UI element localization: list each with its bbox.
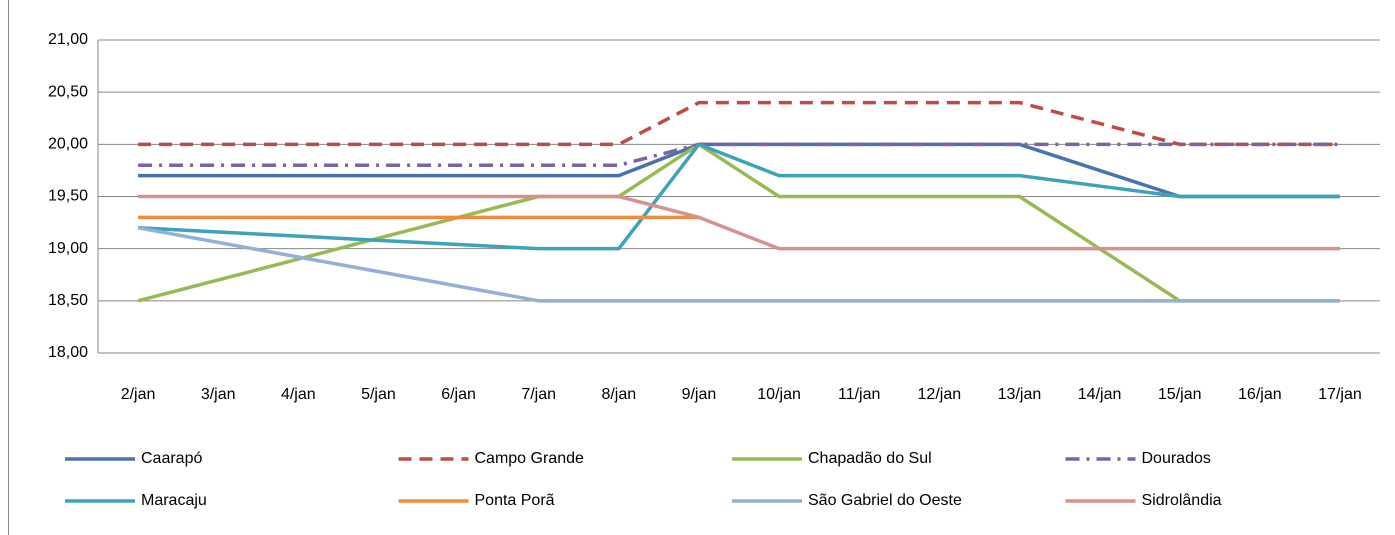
- x-tick-label: 3/jan: [201, 386, 236, 403]
- x-tick-label: 13/jan: [998, 386, 1042, 403]
- series-line: [138, 100, 1340, 147]
- legend-label: Dourados: [1142, 450, 1211, 467]
- y-tick-label: 19,50: [48, 188, 88, 205]
- series-line: [137, 142, 1340, 303]
- series-line: [138, 142, 1340, 199]
- x-tick-label: 12/jan: [918, 386, 962, 403]
- x-tick-label: 9/jan: [682, 386, 717, 403]
- x-tick-label: 6/jan: [441, 386, 476, 403]
- x-tick-label: 10/jan: [757, 386, 801, 403]
- x-tick-label: 4/jan: [281, 386, 316, 403]
- x-tick-label: 7/jan: [521, 386, 556, 403]
- x-tick-label: 15/jan: [1158, 386, 1202, 403]
- y-tick-label: 18,50: [48, 292, 88, 309]
- chart-frame: [8, 0, 1395, 535]
- series-line: [138, 142, 1340, 167]
- legend-label: São Gabriel do Oeste: [808, 492, 962, 509]
- x-tick-label: 5/jan: [361, 386, 396, 403]
- x-tick-label: 14/jan: [1078, 386, 1122, 403]
- y-tick-label: 19,00: [48, 240, 88, 257]
- legend-label: Maracaju: [141, 492, 207, 509]
- legend-label: Caarapó: [141, 450, 202, 467]
- legend-label: Sidrolândia: [1142, 492, 1222, 509]
- x-tick-label: 2/jan: [121, 386, 156, 403]
- legend-label: Ponta Porã: [475, 492, 555, 509]
- series-line: [137, 142, 1340, 251]
- series-line: [137, 226, 1340, 303]
- legend-label: Campo Grande: [475, 450, 584, 467]
- x-tick-label: 17/jan: [1318, 386, 1362, 403]
- y-tick-label: 20,50: [48, 83, 88, 100]
- y-tick-label: 21,00: [48, 31, 88, 48]
- y-tick-label: 20,00: [48, 136, 88, 153]
- x-tick-label: 11/jan: [838, 386, 880, 403]
- x-tick-label: 16/jan: [1238, 386, 1282, 403]
- y-tick-label: 18,00: [48, 344, 88, 361]
- series-line: [138, 194, 1340, 251]
- x-tick-label: 8/jan: [601, 386, 636, 403]
- legend-label: Chapadão do Sul: [808, 450, 932, 467]
